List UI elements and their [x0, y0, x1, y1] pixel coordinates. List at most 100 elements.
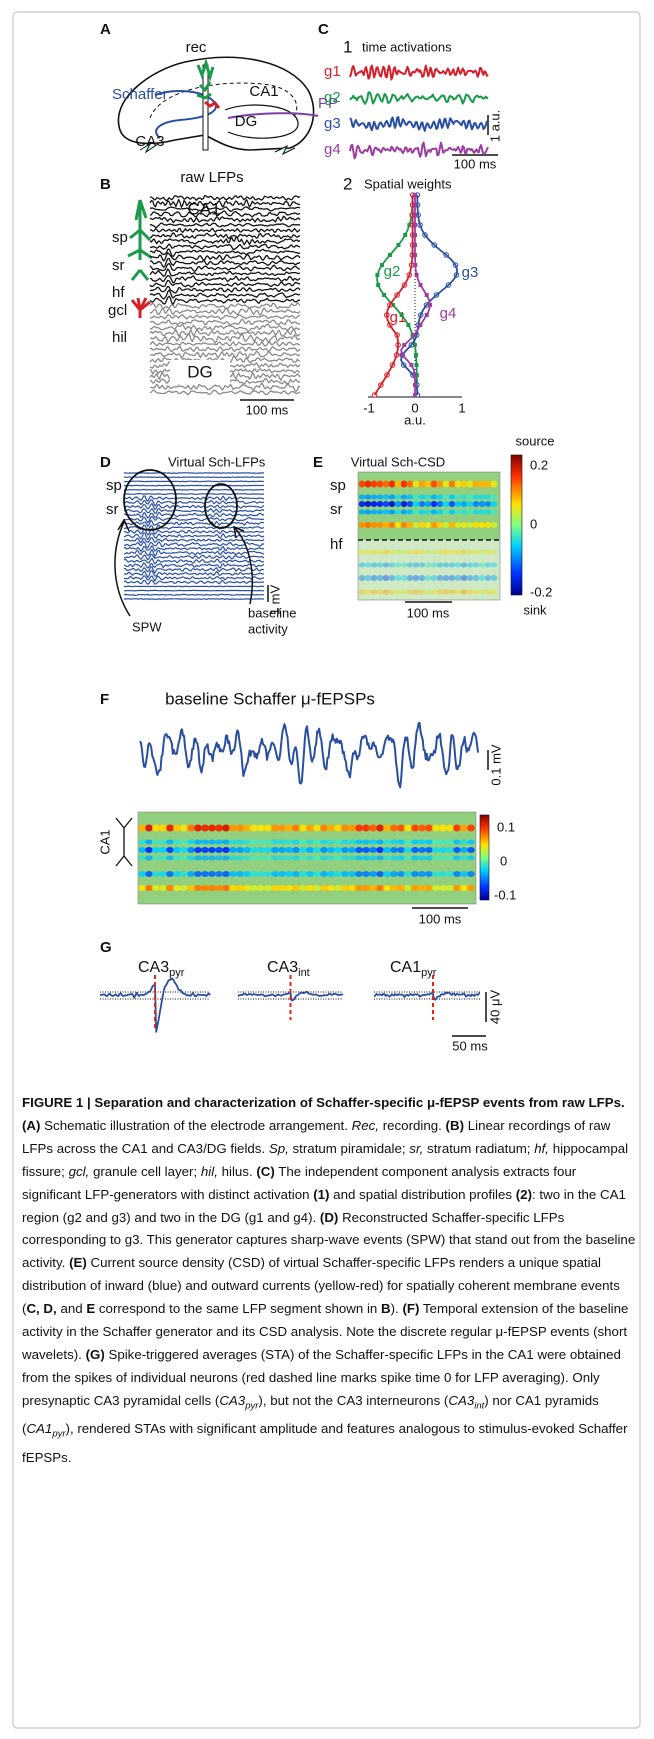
panel-ref: (1) [313, 1186, 330, 1202]
csd-blob [448, 549, 456, 555]
lfp-trace [149, 295, 301, 306]
csd-blob [278, 839, 286, 845]
csd-blob [484, 522, 492, 528]
csd-blob [362, 824, 370, 832]
csd-blob [424, 562, 432, 568]
csd-blob [222, 855, 230, 861]
csd-blob [478, 501, 486, 507]
panel-ref: (E) [69, 1255, 87, 1271]
lfp-trace [123, 541, 265, 549]
lfp-trace [149, 345, 301, 353]
csd-blob [292, 839, 300, 845]
csd-blob [490, 522, 498, 528]
colorbar-tick: 0 [530, 516, 537, 531]
csd-blob [376, 522, 384, 528]
csd-blob [334, 871, 342, 877]
csd-blob [299, 885, 307, 891]
csd-blob [229, 824, 237, 832]
layer-label: sp [106, 477, 122, 494]
colorbar-tick: -0.2 [530, 584, 552, 599]
caption-text: recording. [382, 1117, 442, 1133]
tick-label: 0 [411, 400, 418, 415]
csd-blob [264, 885, 272, 891]
lfp-trace [150, 206, 301, 212]
scale-label: 100 ms [246, 402, 289, 417]
csd-blob [236, 885, 244, 891]
csd-blob [257, 839, 265, 845]
csd-blob [306, 855, 314, 861]
caption-abbr: Sp, [268, 1140, 289, 1156]
label: CA3 [135, 133, 164, 150]
colorbar-tick: 0 [500, 853, 507, 868]
curve-label: g3 [462, 264, 479, 281]
csd-blob [370, 480, 378, 488]
activation-trace [349, 141, 489, 160]
lfp-trace [123, 553, 265, 561]
csd-blob [250, 885, 258, 891]
csd-blob [436, 562, 444, 568]
csd-blob [432, 855, 440, 861]
panel-ref: (F) [402, 1301, 420, 1317]
csd-blob [446, 871, 454, 877]
csd-blob [152, 855, 160, 861]
csd-blob [397, 885, 405, 891]
csd-blob [454, 589, 462, 595]
csd-blob [400, 549, 408, 555]
colorbar-tick: -0.1 [494, 887, 516, 902]
csd-blob [376, 575, 384, 581]
csd-blob [472, 575, 480, 581]
csd-blob [453, 871, 461, 877]
csd-blob [430, 501, 438, 507]
lfp-trace [123, 537, 265, 544]
label: PP [318, 95, 338, 112]
csd-blob [466, 480, 474, 488]
caption-text: granule cell layer; [92, 1163, 198, 1179]
csd-blob [370, 589, 378, 595]
csd-blob [424, 480, 432, 488]
csd-blob [243, 871, 251, 877]
csd-blob [460, 839, 468, 845]
csd-blob [355, 885, 363, 891]
csd-blob [271, 871, 279, 877]
csd-blob [376, 839, 384, 845]
csd-blob [358, 575, 366, 581]
panel-e: E Virtual Sch-CSD source sink 0.2 0 -0.2… [313, 433, 555, 620]
csd-blob [388, 501, 396, 507]
csd-blob [436, 549, 444, 555]
csd-blob [425, 855, 433, 861]
csd-blob [484, 480, 492, 488]
csd-blob [376, 824, 384, 832]
csd-blob [383, 885, 391, 891]
csd-blob [364, 501, 372, 507]
granule-neuron [130, 297, 151, 318]
cell-sub: pyr [169, 967, 185, 979]
csd-blob [394, 480, 402, 488]
csd-blobs [358, 549, 498, 595]
csd-blob [425, 871, 433, 877]
csd-blob [406, 575, 414, 581]
csd-blob [430, 522, 438, 528]
csd-blob [320, 839, 328, 845]
tick-label: -1 [363, 400, 375, 415]
csd-blob [358, 549, 366, 555]
caption-text: hippocampal fissure; [22, 1140, 629, 1179]
lfp-trace [149, 314, 301, 321]
layer-label: hf [112, 284, 125, 301]
csd-blob [364, 575, 372, 581]
csd-blob [397, 855, 405, 861]
csd-blob [215, 824, 223, 832]
csd-blob [362, 855, 370, 861]
csd-blob [229, 847, 237, 853]
csd-blob [400, 562, 408, 568]
lfp-trace [123, 493, 265, 495]
csd-blob [411, 847, 419, 853]
csd-blob [327, 871, 335, 877]
csd-blob [138, 824, 146, 832]
csd-blob [180, 839, 188, 845]
csd-blob [313, 885, 321, 891]
csd-blob [166, 855, 174, 861]
panel-c: C 1 time activations g1 g2 g3 g4 1 a.u. … [318, 21, 502, 427]
panel-ref: (A) [22, 1117, 41, 1133]
